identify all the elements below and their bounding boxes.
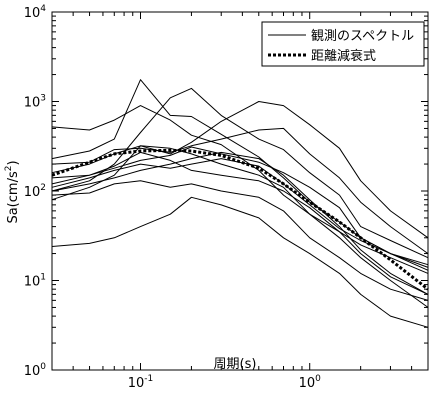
observed-spectrum-line	[51, 105, 429, 274]
legend-label-attenuation: 距離減衰式	[311, 48, 376, 64]
legend-box	[261, 21, 425, 67]
tick-marks	[51, 11, 429, 371]
legend: 観測のスペクトル 距離減衰式	[261, 21, 425, 67]
y-tick-label: 100	[24, 362, 47, 379]
y-tick-label: 103	[24, 94, 46, 111]
y-axis-label: Sa(cm/s2)	[4, 160, 21, 223]
observed-spectrum-line	[51, 151, 429, 295]
observed-spectrum-line	[51, 87, 429, 259]
observed-spectrum-line	[51, 127, 429, 255]
observed-spectrum-line	[51, 196, 429, 328]
y-tick-label: 102	[24, 183, 46, 200]
legend-label-observed: 観測のスペクトル	[311, 29, 414, 44]
x-tick-label: 10-1	[128, 374, 154, 391]
y-tick-label: 101	[24, 273, 46, 290]
attenuation-formula-line	[51, 148, 429, 291]
observed-spectrum-line	[51, 146, 429, 271]
x-axis-label: 周期(s)	[214, 357, 257, 372]
observed-spectrum-line	[51, 180, 429, 301]
observed-spectrum-line	[51, 151, 429, 295]
observed-spectrum-line	[51, 145, 429, 308]
tick-labels: 100 101 102 103 104 10-1 100	[24, 4, 321, 391]
y-tick-label: 104	[24, 4, 47, 21]
x-tick-label: 100	[299, 374, 322, 391]
observed-spectrum-line	[51, 158, 429, 266]
series-group	[51, 79, 429, 328]
